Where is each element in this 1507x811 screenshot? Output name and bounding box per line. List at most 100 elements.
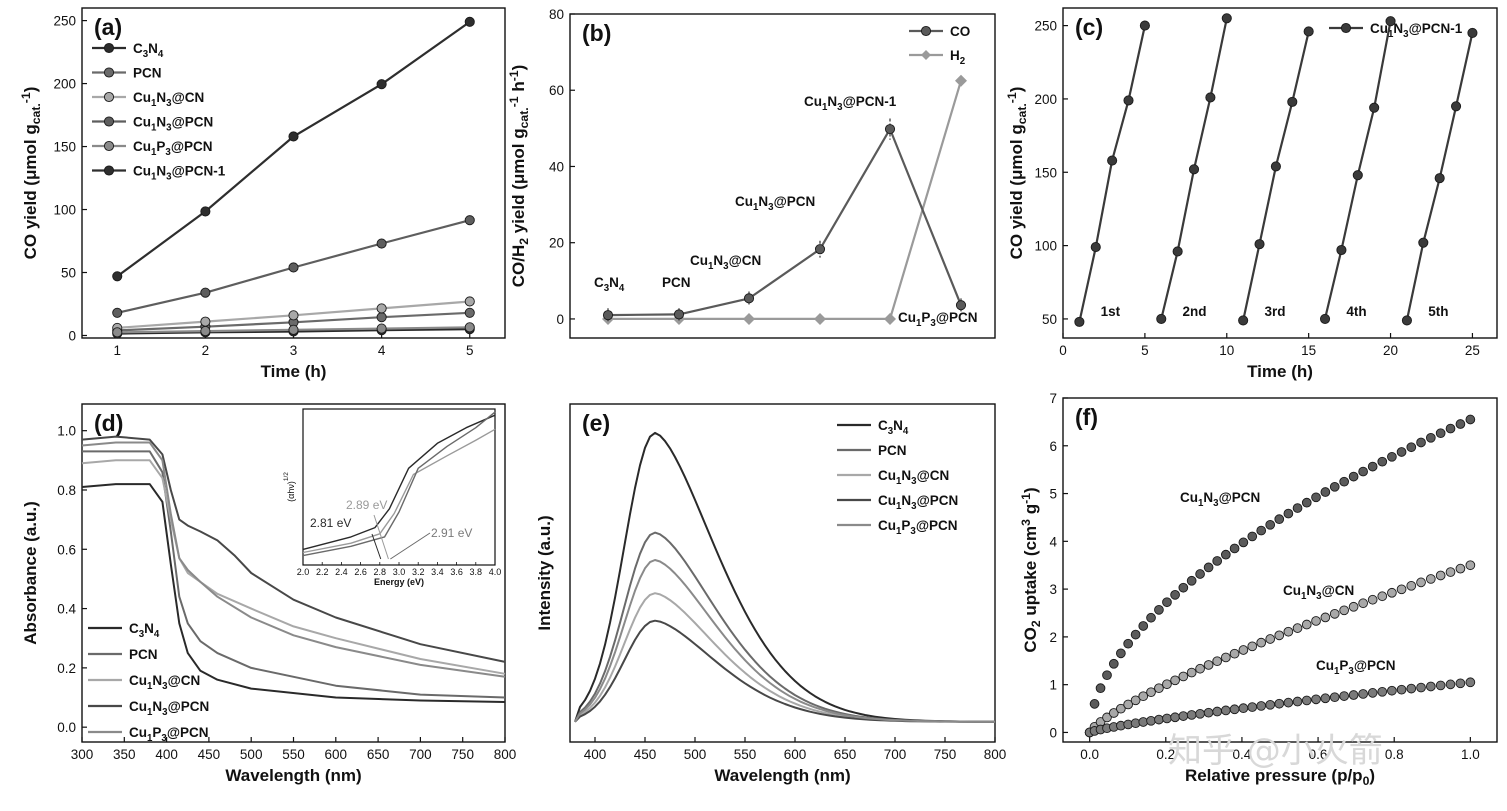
- x-tick-label-d: 400: [155, 747, 178, 762]
- inset-x-tick-label: 2.8: [374, 567, 387, 577]
- data-point-b-h2: [814, 312, 826, 325]
- data-point-f-0: [1274, 514, 1285, 525]
- x-tick-label-e: 500: [684, 747, 707, 762]
- y-axis-label-c: CO yield (μmol gcat.-1): [1005, 87, 1029, 260]
- panel-label-f: (f): [1075, 404, 1098, 430]
- cycle-label-c-1: 2nd: [1183, 304, 1207, 319]
- data-point-a-5: [200, 206, 211, 217]
- x-tick-label-d: 600: [325, 747, 348, 762]
- data-point-f-0: [1212, 556, 1223, 566]
- data-point-c: [1107, 155, 1118, 166]
- data-point-f-2: [1348, 690, 1359, 700]
- legend-label-b-h2: H2: [950, 48, 966, 67]
- panel-label-b: (b): [582, 20, 611, 46]
- x-tick-label-a: 3: [290, 343, 298, 358]
- data-point-a-4: [376, 323, 387, 334]
- y-tick-label-b: 0: [556, 312, 564, 327]
- y-tick-label-a: 100: [53, 203, 76, 218]
- cycle-label-c-3: 4th: [1346, 304, 1366, 319]
- data-point-c: [1188, 164, 1200, 175]
- x-tick-label-d: 450: [198, 747, 221, 762]
- inset-x-tick-label: 3.0: [393, 567, 406, 577]
- data-point-c: [1221, 13, 1232, 24]
- spectrum-line-e-2: [574, 592, 995, 723]
- data-point-f-0: [1265, 519, 1276, 530]
- data-point-f-2: [1154, 714, 1164, 725]
- data-point-c: [1319, 313, 1331, 324]
- data-point-f-1: [1358, 598, 1368, 609]
- data-point-c: [1418, 237, 1429, 248]
- inset-x-tick-label: 2.4: [335, 567, 348, 577]
- data-point-f-0: [1301, 497, 1312, 508]
- series-label-f-2: Cu1P3@PCN: [1316, 658, 1396, 677]
- data-point-c: [1287, 96, 1298, 107]
- y-axis-label-f: CO2 uptake (cm3 g-1): [1019, 487, 1043, 652]
- x-tick-label-a: 5: [466, 343, 474, 358]
- data-point-b-h2: [884, 312, 896, 325]
- data-point-f-2: [1329, 692, 1340, 703]
- data-point-b-co: [602, 310, 614, 321]
- data-point-f-2: [1320, 693, 1331, 704]
- data-point-c: [1090, 242, 1101, 253]
- data-point-f-1: [1311, 616, 1321, 626]
- y-tick-label-f: 1: [1049, 678, 1057, 693]
- data-point-f-0: [1348, 471, 1359, 482]
- y-axis-label-a: CO yield (μmol gcat.-1): [19, 87, 43, 260]
- data-point-c: [1369, 102, 1380, 113]
- spectrum-line-d-0: [81, 483, 506, 703]
- data-point-f-0: [1089, 699, 1100, 709]
- watermark-text: 知乎 @小火箭: [1168, 731, 1383, 771]
- data-point-f-0: [1292, 503, 1303, 513]
- y-tick-label-c: 150: [1034, 165, 1057, 180]
- data-point-f-0: [1455, 419, 1466, 429]
- x-tick-label-d: 700: [409, 747, 432, 762]
- inset-annotation-2: 2.91 eV: [431, 526, 472, 540]
- series-line-c-cycle-2: [1242, 31, 1310, 321]
- plot-frame-b: [569, 13, 996, 339]
- cycle-label-c-0: 1st: [1101, 304, 1121, 319]
- x-tick-label-f: 0.0: [1080, 747, 1099, 762]
- legend-marker-a-1: [103, 67, 115, 78]
- x-tick-label-f: 0.8: [1385, 747, 1404, 762]
- data-point-f-0: [1203, 562, 1214, 573]
- data-point-f-2: [1186, 710, 1197, 720]
- data-point-f-2: [1146, 715, 1156, 726]
- x-tick-label-d: 650: [367, 747, 390, 762]
- category-label-b-3: Cu1N3@PCN: [735, 194, 815, 213]
- y-tick-label-a: 0: [68, 328, 76, 343]
- data-point-f-1: [1339, 605, 1349, 616]
- data-point-c: [1303, 26, 1314, 37]
- x-tick-label-c: 10: [1219, 343, 1234, 358]
- data-point-a-3: [288, 262, 299, 273]
- data-point-c: [1205, 92, 1216, 103]
- legend-marker-a-2: [103, 91, 115, 103]
- data-point-f-1: [1301, 619, 1312, 630]
- data-point-f-0: [1311, 492, 1321, 503]
- data-point-f-1: [1138, 691, 1149, 702]
- data-point-c: [1434, 173, 1445, 184]
- x-axis-label-d: Wavelength (nm): [225, 766, 361, 785]
- legend-label-d-4: Cu1P3@PCN: [129, 725, 209, 744]
- data-point-f-0: [1123, 638, 1134, 649]
- data-point-c: [1270, 161, 1281, 172]
- x-tick-label-f: 1.0: [1461, 747, 1480, 762]
- series-line-b-co: [607, 128, 963, 317]
- data-point-f-0: [1256, 525, 1267, 536]
- data-point-f-1: [1435, 570, 1446, 581]
- data-point-c: [1123, 95, 1134, 106]
- data-point-f-1: [1247, 641, 1258, 652]
- data-point-f-1: [1425, 574, 1436, 584]
- inset-arrow-0: [371, 533, 382, 560]
- y-tick-label-d: 1.0: [57, 424, 76, 439]
- spectrum-line-d-4: [81, 441, 506, 678]
- data-point-f-2: [1396, 684, 1407, 695]
- data-point-f-0: [1320, 487, 1331, 497]
- cycle-label-c-4: 5th: [1428, 304, 1448, 319]
- data-point-f-1: [1154, 683, 1164, 694]
- data-point-f-2: [1425, 681, 1436, 692]
- x-tick-label-a: 4: [378, 343, 386, 358]
- data-point-f-1: [1367, 594, 1378, 605]
- data-point-f-1: [1195, 663, 1205, 674]
- category-label-b-0: C3N4: [594, 275, 625, 294]
- data-point-f-1: [1274, 630, 1285, 641]
